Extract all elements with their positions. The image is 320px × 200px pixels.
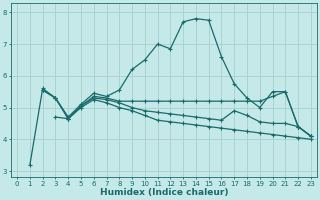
X-axis label: Humidex (Indice chaleur): Humidex (Indice chaleur) — [100, 188, 228, 197]
